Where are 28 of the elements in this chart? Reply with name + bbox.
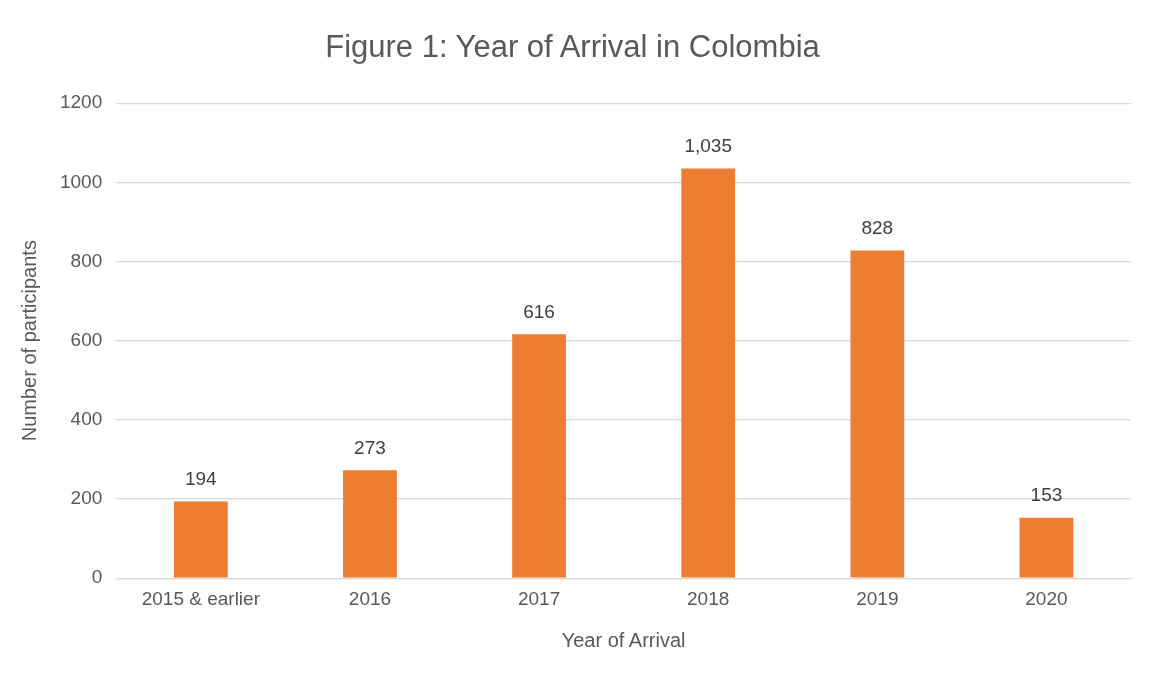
y-tick-label: 800	[70, 249, 103, 271]
bar	[173, 501, 228, 578]
y-tick-label: 0	[91, 566, 103, 588]
bar	[512, 334, 566, 578]
y-axis-title: Number of participants	[17, 240, 40, 442]
bar	[681, 168, 736, 578]
bar	[1019, 517, 1074, 578]
x-tick-label: 2019	[856, 587, 899, 609]
data-label: 273	[354, 436, 386, 458]
data-label: 828	[861, 217, 894, 239]
y-tick-label: 600	[70, 328, 103, 350]
data-label: 194	[184, 468, 218, 490]
chart-title: Figure 1: Year of Arrival in Colombia	[325, 29, 821, 65]
bar	[343, 470, 397, 578]
x-tick-label: 2018	[687, 587, 730, 609]
x-axis-title: Year of Arrival	[561, 628, 686, 651]
data-label: 153	[1030, 484, 1063, 506]
x-tick-label: 2017	[517, 587, 561, 609]
x-tick-label: 2016	[348, 587, 392, 609]
x-tick-label: 2020	[1025, 587, 1068, 609]
data-label: 616	[523, 301, 555, 323]
data-label: 1,035	[684, 135, 732, 157]
bar	[850, 250, 905, 578]
y-tick-label: 200	[70, 487, 103, 509]
y-tick-label: 1200	[59, 91, 103, 113]
x-tick-label: 2015 & earlier	[141, 587, 261, 609]
y-tick-label: 400	[70, 408, 103, 430]
y-tick-label: 1000	[59, 170, 103, 192]
